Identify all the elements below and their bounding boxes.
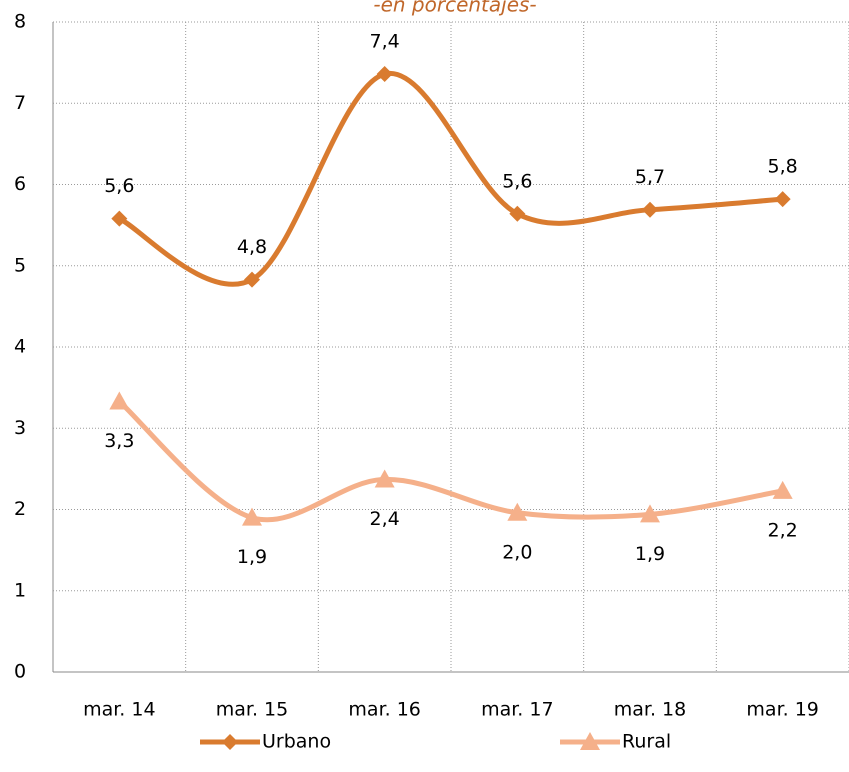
data-point (772, 480, 793, 499)
chart-subtitle: -en porcentajes- (373, 0, 536, 17)
data-label: 1,9 (635, 543, 665, 565)
data-point (642, 201, 658, 218)
y-tick-label: 0 (14, 661, 26, 683)
y-tick-label: 8 (14, 11, 26, 33)
legend-marker (580, 732, 600, 750)
y-tick-label: 3 (14, 417, 26, 439)
data-label: 5,6 (502, 170, 532, 192)
data-label: 7,4 (370, 31, 400, 53)
data-point (509, 205, 526, 222)
x-tick-label: mar. 17 (481, 699, 553, 721)
data-point (244, 271, 260, 288)
legend-label: Rural (622, 731, 671, 753)
data-point (242, 507, 262, 526)
data-point (374, 469, 395, 488)
data-label: 5,7 (635, 166, 665, 188)
legend-marker (222, 734, 238, 750)
data-point (109, 391, 130, 410)
y-tick-label: 4 (14, 336, 26, 358)
y-tick-label: 7 (14, 92, 26, 114)
data-label: 3,3 (104, 430, 134, 452)
x-tick-label: mar. 15 (216, 699, 288, 721)
data-point (111, 210, 128, 227)
data-label: 2,0 (502, 541, 532, 563)
data-point (376, 66, 393, 82)
x-tick-label: mar. 16 (348, 699, 420, 721)
y-tick-label: 5 (14, 254, 26, 276)
data-point (774, 191, 791, 208)
y-tick-label: 2 (14, 498, 26, 520)
x-tick-label: mar. 18 (614, 699, 686, 721)
series-line (116, 398, 786, 523)
data-label: 1,9 (237, 546, 267, 568)
data-label: 4,8 (237, 236, 267, 258)
data-label: 2,4 (370, 508, 400, 530)
data-label: 2,2 (768, 519, 798, 541)
data-point (507, 502, 528, 521)
y-tick-label: 6 (14, 173, 26, 195)
data-label: 5,8 (768, 156, 798, 178)
y-tick-label: 1 (14, 579, 26, 601)
x-tick-label: mar. 14 (83, 699, 155, 721)
data-label: 5,6 (104, 175, 134, 197)
legend-label: Urbano (262, 731, 331, 753)
data-point (640, 504, 660, 523)
x-tick-label: mar. 19 (746, 699, 818, 721)
